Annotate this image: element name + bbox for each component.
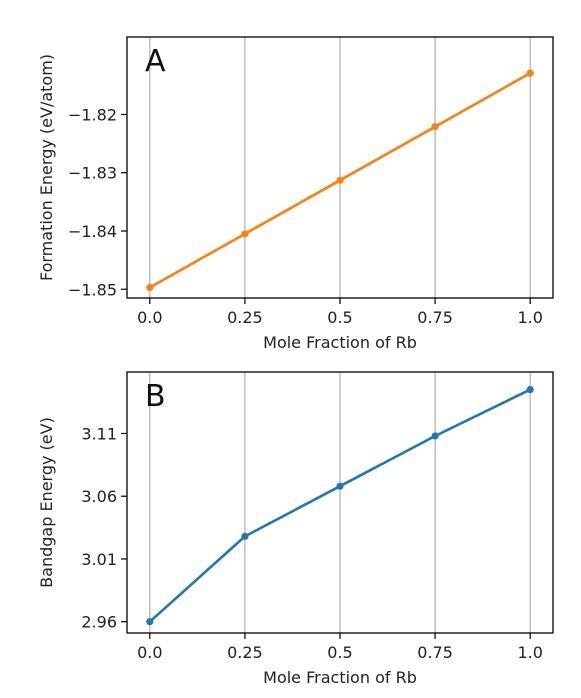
data-point [431,123,439,131]
y-tick-label: −1.82 [68,105,117,124]
x-tick-label: 1.0 [517,308,542,327]
x-tick-label: 0.75 [417,643,453,662]
x-axis-label: Mole Fraction of Rb [263,668,417,687]
panel-label: B [145,379,166,414]
data-point [241,532,249,540]
y-tick-label: 3.06 [81,487,117,506]
x-tick-label: 0.5 [327,643,352,662]
x-axis-label: Mole Fraction of Rb [263,333,417,352]
x-tick-label: 0.0 [137,308,162,327]
x-tick-label: 0.0 [137,643,162,662]
x-tick-label: 0.25 [227,308,263,327]
panel-label: A [145,44,166,79]
y-tick-label: −1.85 [68,280,117,299]
data-point [431,432,439,440]
data-point [146,283,154,292]
data-point [526,385,534,394]
data-point [526,69,534,77]
data-point [146,618,154,626]
y-axis-label: Bandgap Energy (eV) [37,417,56,588]
y-tick-label: −1.84 [68,222,117,241]
y-axis-label: Formation Energy (eV/atom) [37,54,56,281]
y-tick-label: 3.11 [81,424,117,443]
x-tick-label: 0.75 [417,308,453,327]
y-tick-label: 3.01 [81,550,117,569]
x-tick-label: 0.5 [327,308,352,327]
y-tick-label: 2.96 [81,613,117,632]
panels: 0.0 0.25 0.5 0.75 1.0 −1.85 −1.84 −1.83 −1.82 Mol… [37,36,554,687]
y-tick-label: −1.83 [68,164,117,183]
data-point [336,482,344,490]
chart-panel-a: 0.0 0.25 0.5 0.75 1.0 −1.85 −1.84 −1.83 −1.82 Mol… [37,36,554,352]
x-tick-label: 1.0 [517,643,542,662]
data-point [241,230,249,238]
x-tick-label: 0.25 [227,643,263,662]
data-point [336,176,344,184]
chart-panel-b: 0.0 0.25 0.5 0.75 1.0 2.96 3.01 3.06 3.11 Mole Fr… [37,371,554,687]
